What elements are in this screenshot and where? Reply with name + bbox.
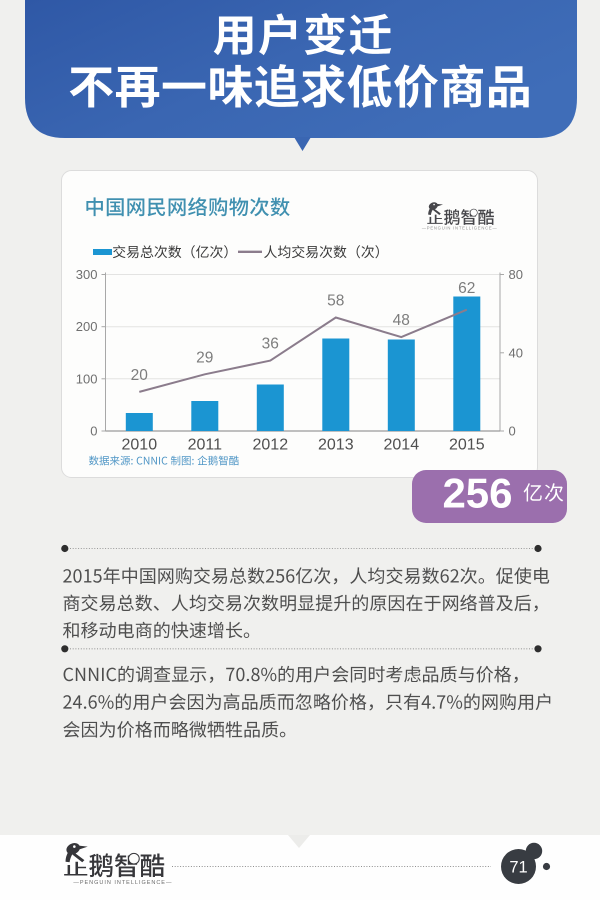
svg-text:40: 40 bbox=[509, 345, 523, 360]
svg-text:58: 58 bbox=[327, 293, 344, 310]
svg-text:62: 62 bbox=[458, 280, 475, 297]
svg-text:200: 200 bbox=[76, 319, 98, 334]
svg-text:2011: 2011 bbox=[188, 437, 223, 454]
svg-text:0: 0 bbox=[509, 424, 516, 439]
svg-text:36: 36 bbox=[262, 336, 279, 353]
svg-text:2012: 2012 bbox=[253, 437, 289, 454]
svg-text:29: 29 bbox=[196, 349, 213, 366]
svg-text:2013: 2013 bbox=[318, 437, 354, 454]
svg-text:300: 300 bbox=[76, 267, 98, 282]
svg-text:2010: 2010 bbox=[122, 437, 158, 454]
svg-text:71: 71 bbox=[509, 859, 527, 877]
svg-text:256: 256 bbox=[442, 470, 512, 517]
svg-text:0: 0 bbox=[90, 424, 97, 439]
svg-text:2014: 2014 bbox=[384, 437, 420, 454]
svg-text:2015: 2015 bbox=[449, 437, 485, 454]
svg-text:—PENGUIN INTELLIGENCE—: —PENGUIN INTELLIGENCE— bbox=[73, 880, 172, 886]
svg-text:100: 100 bbox=[76, 371, 98, 386]
svg-text:20: 20 bbox=[131, 367, 149, 384]
svg-text:48: 48 bbox=[393, 312, 410, 329]
svg-text:80: 80 bbox=[509, 267, 523, 282]
svg-text:—PENGUIN INTELLIGENCE—: —PENGUIN INTELLIGENCE— bbox=[422, 226, 498, 231]
